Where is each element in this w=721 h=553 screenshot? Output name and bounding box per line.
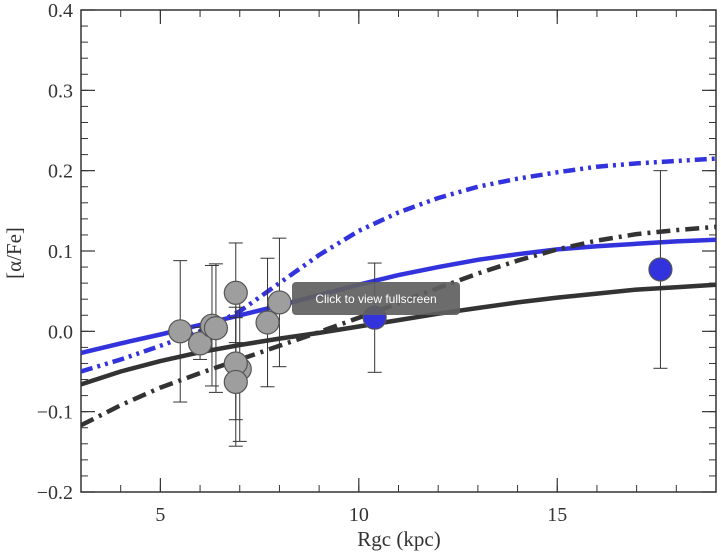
data-point [187,331,213,356]
y-tick-label: 0.1 [48,241,73,263]
model-line-3 [81,282,716,387]
y-tick-label: 0.2 [48,161,73,183]
view-fullscreen-label: Click to view fullscreen [315,291,437,306]
plot-frame [80,9,717,493]
data-point [267,290,292,315]
data-points-group [168,170,673,447]
data-point [203,316,229,341]
y-tick-label: 0.4 [48,0,73,22]
y-tick-label: 0.0 [48,321,73,343]
y-tick-label: −0.1 [37,402,73,424]
axes-group: 5 10 15 −0.2 −0.1 0.0 0.1 0.2 0.3 0.4 [37,0,717,526]
data-point [255,310,280,335]
y-tick-label: 0.3 [48,80,73,102]
x-axis-label: Rgc (kpc) [357,527,440,551]
y-tick-label: −0.2 [37,482,73,504]
data-point [223,280,248,305]
data-point [168,319,193,344]
data-point [648,257,673,282]
data-point [223,369,248,395]
x-tick-label: 15 [547,504,567,526]
model-line-2 [81,156,716,374]
x-tick-label: 5 [155,504,165,526]
y-axis-label: [α/Fe] [2,227,26,279]
view-fullscreen-button[interactable]: Click to view fullscreen [292,282,460,315]
x-tick-label: 10 [349,504,369,526]
